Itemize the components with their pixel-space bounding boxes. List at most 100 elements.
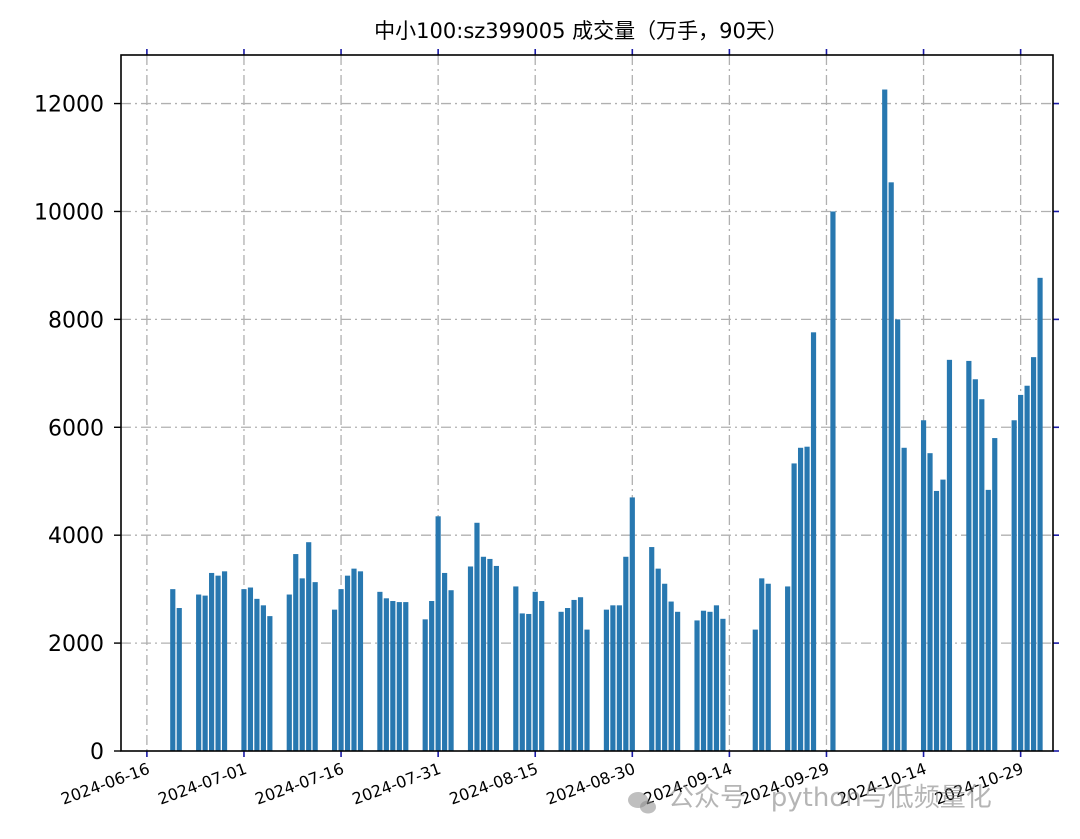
bar bbox=[888, 182, 894, 751]
wechat-icon bbox=[628, 792, 656, 814]
bar bbox=[564, 608, 571, 751]
bar bbox=[584, 629, 590, 751]
bar bbox=[493, 565, 499, 751]
bar bbox=[396, 602, 402, 751]
bar bbox=[403, 602, 409, 751]
bar bbox=[752, 629, 758, 751]
bar bbox=[1037, 277, 1043, 751]
bar bbox=[707, 611, 713, 751]
bar bbox=[946, 359, 953, 751]
bar bbox=[442, 572, 448, 751]
bar bbox=[979, 399, 985, 751]
bar bbox=[558, 611, 564, 751]
bar bbox=[344, 575, 351, 751]
axes-layer bbox=[114, 49, 1059, 757]
bar bbox=[1030, 357, 1037, 751]
bar bbox=[254, 598, 260, 751]
bar bbox=[662, 583, 668, 751]
y-tick-label: 4000 bbox=[48, 524, 104, 549]
bar bbox=[519, 613, 525, 751]
bar bbox=[539, 601, 545, 751]
bar bbox=[170, 589, 176, 751]
bar bbox=[286, 594, 292, 751]
bar bbox=[351, 568, 357, 751]
bar bbox=[972, 379, 978, 751]
y-tick-label: 2000 bbox=[48, 632, 104, 657]
bar bbox=[390, 601, 396, 751]
bar bbox=[985, 489, 991, 751]
watermark: 公众号 · python与低频量化 bbox=[628, 783, 992, 814]
bars-layer bbox=[170, 89, 1043, 752]
plot-frame bbox=[120, 54, 1054, 752]
bar bbox=[467, 566, 474, 751]
bar bbox=[675, 611, 681, 751]
bar bbox=[513, 586, 519, 751]
bar bbox=[1011, 420, 1017, 751]
bar bbox=[526, 613, 532, 751]
bar bbox=[720, 618, 726, 751]
bar bbox=[435, 516, 441, 751]
bar bbox=[791, 463, 797, 751]
bar bbox=[668, 601, 674, 751]
bar bbox=[299, 578, 305, 751]
bar bbox=[966, 360, 972, 751]
bar bbox=[306, 542, 312, 751]
bar bbox=[571, 599, 577, 751]
bar bbox=[623, 556, 629, 751]
bar bbox=[603, 609, 610, 751]
bar bbox=[267, 616, 273, 751]
bar bbox=[176, 608, 182, 751]
bar bbox=[312, 582, 318, 751]
bar bbox=[209, 572, 215, 751]
bar bbox=[474, 522, 480, 751]
bar bbox=[882, 89, 888, 751]
bar bbox=[759, 578, 765, 751]
bar bbox=[338, 589, 344, 751]
bar bbox=[655, 568, 661, 751]
bar bbox=[713, 605, 720, 751]
y-tick-label: 6000 bbox=[48, 416, 104, 441]
bar bbox=[196, 594, 202, 751]
bar bbox=[785, 586, 791, 751]
bar bbox=[927, 453, 933, 751]
bar bbox=[765, 583, 771, 751]
bar bbox=[933, 490, 940, 751]
bar bbox=[241, 589, 247, 751]
bar bbox=[901, 447, 907, 751]
bar bbox=[1024, 385, 1030, 751]
bar bbox=[215, 575, 221, 751]
bar bbox=[532, 591, 538, 751]
bar bbox=[940, 479, 946, 751]
y-tick-label: 10000 bbox=[34, 200, 104, 225]
y-tick-label: 8000 bbox=[48, 308, 104, 333]
bar bbox=[577, 597, 584, 751]
chart-title: 中小100:sz399005 成交量（万手，90天） bbox=[374, 19, 788, 43]
bar bbox=[448, 590, 454, 751]
bar bbox=[202, 595, 208, 751]
bar bbox=[1018, 394, 1024, 751]
bar bbox=[810, 332, 817, 751]
bar bbox=[377, 591, 383, 751]
bar bbox=[429, 601, 435, 751]
bar bbox=[700, 610, 707, 751]
bar bbox=[480, 556, 487, 751]
watermark-text: 公众号 · python与低频量化 bbox=[668, 783, 992, 813]
bar bbox=[649, 547, 655, 751]
bar bbox=[616, 605, 622, 751]
bar bbox=[293, 554, 299, 751]
bar bbox=[383, 598, 389, 751]
bar bbox=[357, 571, 364, 751]
bar bbox=[830, 211, 836, 752]
bar bbox=[247, 587, 254, 751]
y-tick-label: 12000 bbox=[34, 93, 104, 118]
bar bbox=[694, 620, 700, 751]
bar bbox=[331, 609, 338, 751]
bar bbox=[422, 619, 428, 751]
bar bbox=[992, 438, 998, 751]
bar bbox=[629, 497, 635, 751]
bar bbox=[920, 420, 927, 751]
bar bbox=[487, 558, 493, 751]
bar bbox=[804, 446, 810, 751]
bar bbox=[797, 447, 804, 751]
